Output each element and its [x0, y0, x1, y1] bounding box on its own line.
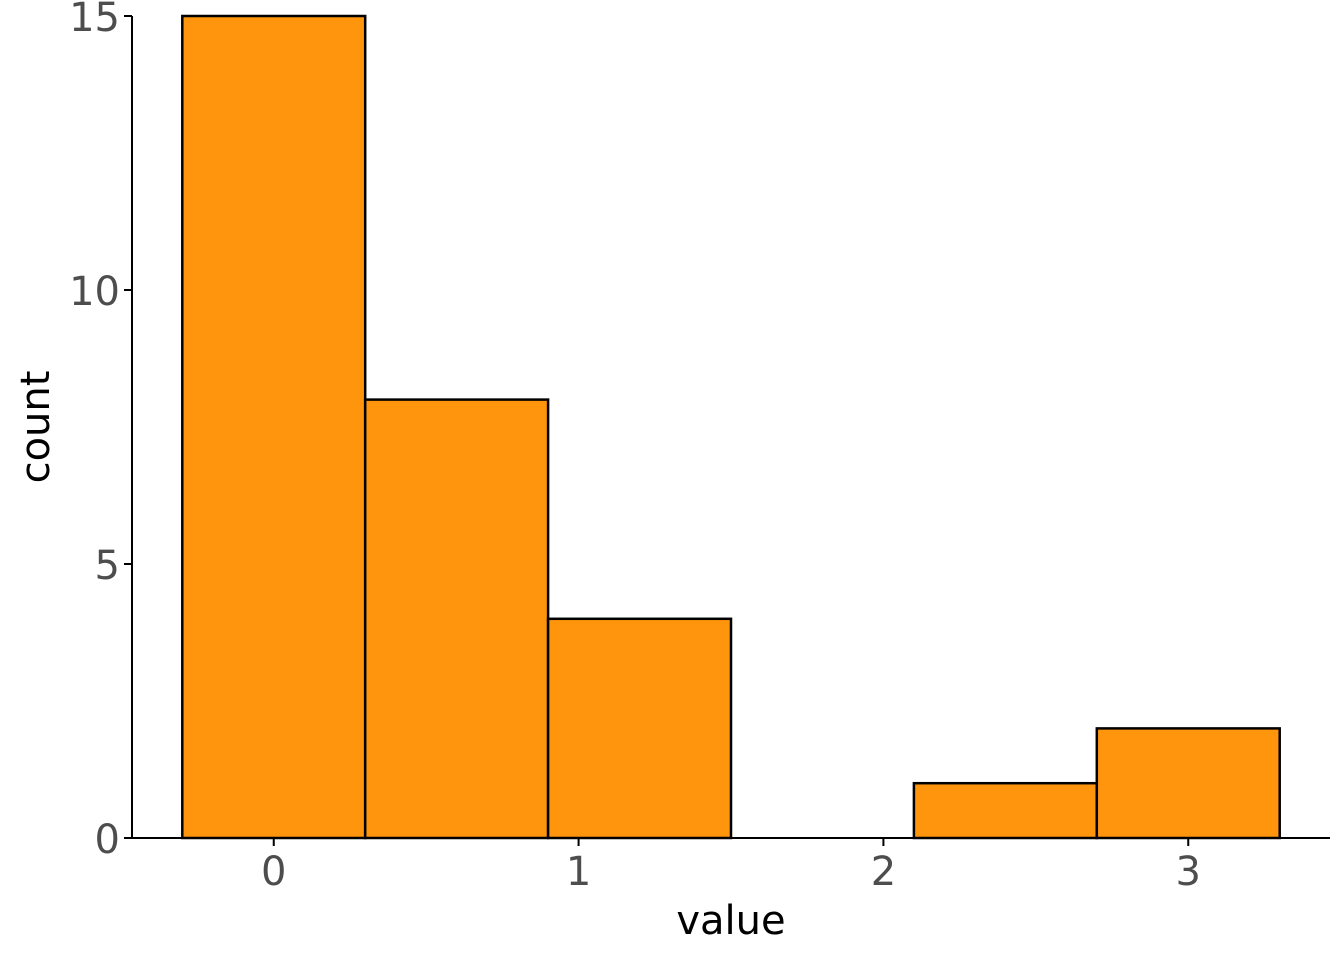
x-axis-ticks: 0 1 2 3 [261, 838, 1201, 895]
y-tick-label: 10 [69, 269, 120, 315]
histogram-bar [546, 617, 733, 840]
y-tick-label: 15 [69, 0, 120, 41]
y-tick-label: 5 [95, 543, 120, 589]
y-axis-ticks: 0 5 10 15 [69, 0, 132, 863]
y-tick-label: 0 [95, 817, 120, 863]
x-axis-title: value [676, 898, 785, 944]
histogram-bar [912, 781, 1099, 840]
x-tick-label: 0 [261, 849, 286, 895]
x-tick-label: 1 [566, 849, 591, 895]
x-tick-label: 2 [871, 849, 896, 895]
bars-group [181, 14, 1281, 840]
histogram-bar [181, 14, 367, 840]
histogram-bar [1095, 727, 1281, 840]
histogram-bar [363, 398, 550, 840]
y-axis-title: count [13, 371, 59, 484]
x-tick-label: 3 [1176, 849, 1201, 895]
